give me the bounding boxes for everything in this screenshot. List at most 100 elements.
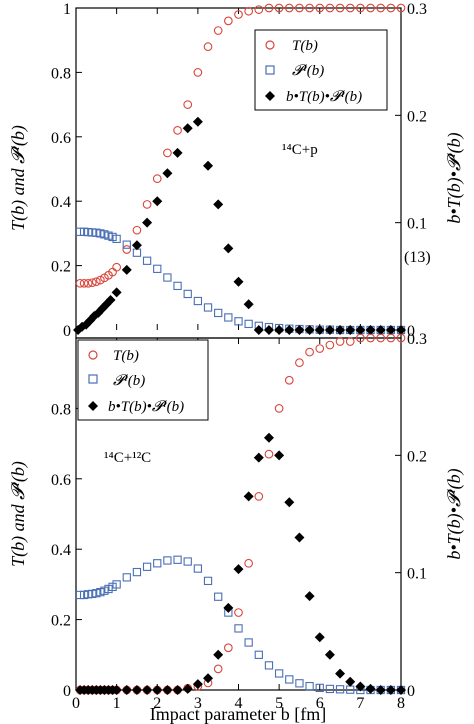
data-point-product	[243, 299, 254, 310]
x-axis-label: Impact parameter b [fm]	[150, 704, 326, 724]
left-tick-label: 0.4	[51, 542, 71, 559]
data-point-t	[366, 3, 375, 13]
data-point-p	[193, 296, 203, 306]
data-point-p	[163, 273, 172, 282]
data-point-p	[132, 567, 142, 577]
bottom-panel: 0 0.2 0.4 0.6 0.8 0 0.1 0.2 0.3 0 1 2 3 4 5 6 7 8 T(b) 𝓟ᴵ…	[8, 331, 465, 724]
legend-product-marker-icon	[265, 91, 275, 101]
x-tick-label: 6	[316, 695, 324, 712]
data-point-p	[112, 580, 121, 589]
data-point-product	[274, 325, 285, 335]
data-point-product	[253, 325, 264, 335]
data-point-product	[121, 264, 132, 275]
top-legend-box	[254, 29, 388, 111]
data-point-p	[142, 562, 152, 571]
data-point-product	[111, 685, 122, 695]
data-point-p	[224, 313, 233, 322]
data-point-product	[375, 325, 386, 335]
right-tick-label: 0.1	[407, 566, 427, 583]
data-point-product	[345, 676, 356, 687]
left-tick-label: 0.6	[51, 472, 71, 489]
top-right-axis-label: b•T(b)•𝓟ᴵ(b)	[444, 132, 465, 223]
data-point-t	[234, 10, 243, 19]
data-point-t	[386, 333, 396, 343]
data-point-product	[263, 432, 274, 443]
x-tick-label: 1	[113, 695, 121, 712]
bottom-legend-p-label: 𝓟ᴵ(b)	[113, 373, 145, 389]
data-point-t	[223, 16, 233, 26]
data-point-p	[122, 240, 131, 249]
top-legend-t-label: T(b)	[292, 38, 318, 54]
data-point-t	[366, 333, 375, 343]
data-point-product	[304, 591, 315, 602]
data-point-t	[345, 3, 355, 13]
data-point-p	[214, 308, 223, 318]
data-point-p	[325, 684, 335, 694]
data-point-t	[376, 3, 386, 13]
data-point-product	[111, 287, 122, 298]
right-tick-label: 0.3	[407, 331, 427, 348]
data-point-product	[192, 116, 203, 127]
data-point-product	[314, 632, 325, 643]
data-point-product	[142, 217, 153, 228]
bottom-legend-t-label: T(b)	[113, 348, 139, 364]
data-point-product	[314, 325, 325, 335]
left-tick-label: 0.2	[51, 613, 71, 630]
data-point-product	[172, 147, 183, 158]
top-annotation: ¹⁴C+p	[282, 142, 318, 158]
data-point-product	[365, 325, 376, 335]
right-tick-label: 0	[407, 323, 415, 340]
data-point-product	[162, 168, 173, 179]
data-point-t	[315, 344, 325, 353]
data-point-product	[152, 685, 163, 695]
bottom-legend-box	[77, 339, 209, 421]
data-point-t	[376, 333, 386, 343]
data-point-t	[234, 608, 243, 617]
x-tick-label: 0	[72, 695, 80, 712]
left-tick-label: 0	[63, 683, 71, 700]
data-point-product	[375, 685, 386, 695]
top-left-axis-label: T(b) and 𝓟ᴵ(b)	[8, 125, 29, 231]
data-point-t	[335, 3, 345, 13]
data-point-product	[385, 325, 396, 335]
right-tick-label: 0.1	[407, 216, 427, 233]
x-tick-label: 2	[153, 695, 161, 712]
data-point-t	[152, 174, 162, 184]
data-point-p	[234, 317, 243, 326]
data-point-t	[122, 245, 132, 254]
data-point-product	[182, 683, 193, 694]
data-point-p	[214, 592, 223, 601]
data-point-t	[325, 3, 335, 13]
data-point-p	[254, 650, 263, 659]
right-tick-label: 0	[407, 683, 415, 700]
data-point-p	[244, 319, 253, 329]
data-point-p	[163, 556, 172, 565]
bottom-legend: T(b) 𝓟ᴵ(b) b•T(b)•𝓟ᴵ(b)	[77, 339, 209, 421]
data-point-t	[284, 375, 294, 385]
data-point-product	[203, 160, 214, 171]
data-point-product	[243, 491, 254, 502]
data-point-product	[294, 325, 305, 335]
data-point-t	[295, 358, 304, 367]
bottom-panel-ticks: 0 0.2 0.4 0.6 0.8 0 0.1 0.2 0.3 0 1 2 3 4 5 6 7 8	[51, 331, 427, 712]
left-tick-label: 0.4	[51, 194, 71, 211]
data-point-t	[396, 333, 406, 343]
data-point-product	[253, 452, 264, 463]
data-point-t	[213, 26, 223, 35]
data-point-product	[121, 685, 132, 695]
data-point-product	[182, 123, 193, 134]
bottom-legend-product-label: b•T(b)•𝓟ᴵ(b)	[108, 399, 184, 415]
data-point-t	[315, 3, 325, 13]
data-point-p	[264, 661, 274, 670]
data-point-product	[274, 450, 285, 461]
legend-p-marker-icon	[88, 374, 98, 384]
data-point-t	[356, 3, 365, 13]
left-tick-label: 0.6	[51, 130, 71, 147]
legend-product-marker-icon	[88, 401, 98, 411]
x-tick-label: 3	[194, 695, 202, 712]
data-point-product	[355, 681, 366, 692]
data-point-product	[213, 649, 224, 660]
x-tick-label: 8	[397, 695, 405, 712]
data-point-t	[193, 68, 203, 77]
data-point-t	[386, 3, 396, 13]
